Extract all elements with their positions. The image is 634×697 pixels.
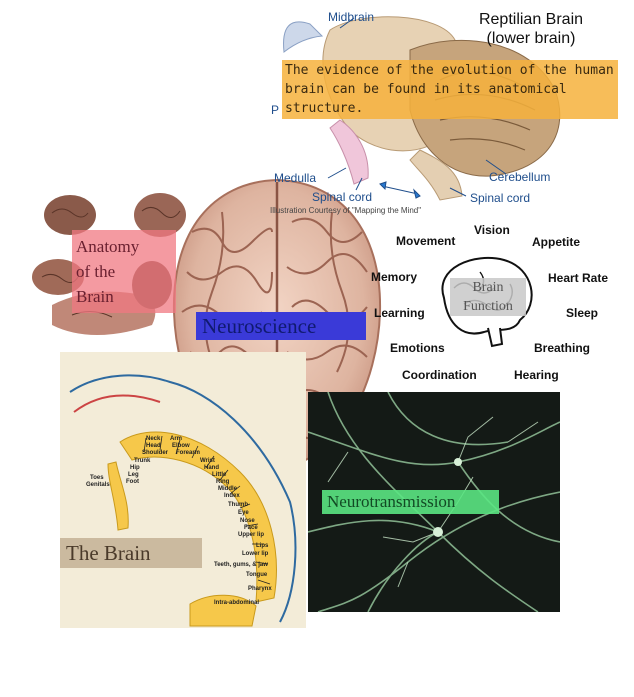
part-index: Index [224,493,240,499]
function-learning: Learning [374,306,425,320]
part-arm: Arm [170,436,183,442]
brain-function-label: Brain Function [450,278,526,316]
illustration-credit: Illustration Courtesy of "Mapping the Mi… [270,206,422,215]
part-head: Head [146,443,161,449]
anatomy-line2: of the [76,262,116,281]
neurotransmission-label: Neurotransmission [322,490,499,514]
motor-cortex-illustration [69,374,297,627]
function-hearing: Hearing [514,368,559,382]
midbrain-label: Midbrain [328,10,375,24]
part-shoulder: Shoulder [142,450,169,456]
spinal-cord-right-label: Spinal cord [470,191,531,205]
function-vision: Vision [474,223,510,237]
part-pharynx: Pharynx [248,586,272,592]
function-appetite: Appetite [532,235,580,249]
part-forearm: Forearm [176,450,201,456]
anatomy-of-the-brain-label: Anatomy of the Brain [72,230,176,313]
function-sleep: Sleep [566,306,599,320]
part-hand: Hand [204,465,219,471]
function-coordination: Coordination [402,368,477,382]
the-brain-label: The Brain [60,538,202,568]
spinal-cord-left-label: Spinal cord [312,190,373,204]
function-breathing: Breathing [534,341,591,355]
part-trunk: Trunk [134,458,151,464]
part-middle: Middle [218,486,237,492]
part-little: Little [212,472,227,478]
part-tongue: Tongue [246,572,268,578]
part-foot: Foot [126,479,139,485]
cerebellum-label: Cerebellum [489,170,551,184]
part-face: Face [244,525,258,531]
brain-function-line2: Function [463,299,513,314]
part-upper-lip: Upper lip [238,532,265,538]
part-eye: Eye [238,510,249,516]
anatomy-line3: Brain [76,287,114,306]
anatomy-collage: Anatomy of the Brain [22,185,192,345]
part-neck: Neck [146,436,161,442]
part-intra-abdominal: Intra-abdominal [214,600,260,606]
reptilian-brain-panel: Midbrain Reptilian Brain (lower brain) P… [270,0,634,222]
brain-function-panel: Vision Movement Appetite Memory Heart Ra… [370,218,634,388]
neuroscience-label: Neuroscience [196,312,366,340]
anatomy-line1: Anatomy [76,237,140,256]
part-elbow: Elbow [172,443,190,449]
function-movement: Movement [396,234,456,248]
reptilian-title-line2: (lower brain) [486,30,576,47]
part-toes: Toes [90,475,104,481]
function-heart-rate: Heart Rate [548,271,609,285]
part-lower-lip: Lower lip [242,551,269,557]
part-hip: Hip [130,465,140,471]
homunculus-map: Neck Head Shoulder Arm Elbow Forearm Tru… [60,352,306,628]
part-lips: Lips [256,543,269,549]
part-teeth-gums-jaw: Teeth, gums, & jaw [214,562,268,568]
function-memory: Memory [371,270,418,284]
part-thumb: Thumb [228,502,248,508]
pons-partial-label: P [271,103,280,117]
medulla-label: Medulla [274,171,317,185]
reptilian-brain-title: Reptilian Brain (lower brain) [456,10,606,48]
part-leg: Leg [128,472,139,478]
part-genitals: Genitals [86,482,110,488]
part-wrist: Wrist [200,458,215,464]
reptilian-title-line1: Reptilian Brain [478,11,584,28]
neurons-micrograph: Neurotransmission [308,392,560,612]
part-ring: Ring [216,479,230,485]
brain-function-line1: Brain [472,280,504,295]
part-nose: Nose [240,518,255,524]
function-emotions: Emotions [390,341,445,355]
evolution-note-highlight: The evidence of the evolution of the hum… [282,60,618,119]
